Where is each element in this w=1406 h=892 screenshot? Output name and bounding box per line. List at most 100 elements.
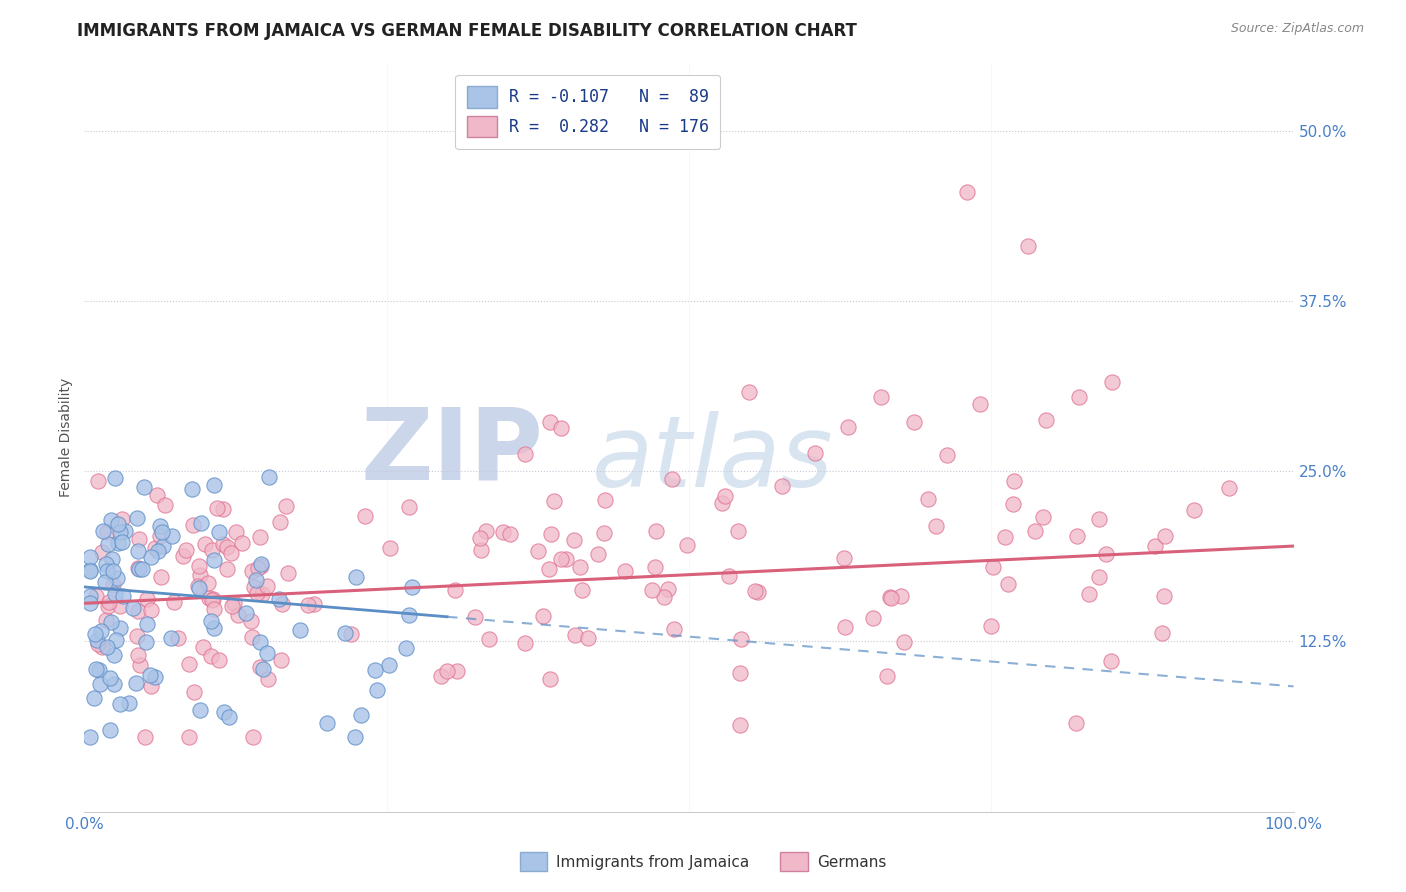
Point (134, 730, 156, 744)
Point (269, 515, 291, 529)
Point (187, 578, 209, 592)
Point (114, 524, 136, 538)
Point (804, 445, 827, 459)
Point (527, 544, 550, 558)
Point (339, 626, 361, 640)
Point (464, 609, 486, 624)
Point (208, 653, 231, 667)
Point (96, 640, 118, 654)
Point (108, 599, 131, 613)
Point (221, 546, 243, 560)
Point (89, 663, 111, 677)
Point (593, 526, 616, 541)
Point (200, 542, 222, 557)
Point (79, 589, 101, 603)
Point (711, 496, 734, 510)
Point (718, 569, 741, 583)
Point (657, 582, 679, 597)
Point (274, 499, 297, 513)
Point (118, 696, 141, 710)
Point (1035, 413, 1057, 427)
Point (270, 653, 292, 667)
Point (136, 592, 159, 607)
Point (198, 591, 221, 606)
Point (200, 614, 222, 628)
Point (79, 596, 101, 610)
Point (240, 614, 263, 628)
Y-axis label: Female Disability: Female Disability (59, 377, 73, 497)
Point (125, 510, 148, 524)
Point (470, 542, 492, 557)
Point (96, 537, 118, 551)
Point (1024, 524, 1046, 538)
Point (249, 530, 271, 544)
Point (190, 516, 212, 530)
Point (277, 566, 299, 581)
Point (138, 668, 160, 682)
Point (661, 472, 683, 486)
Point (569, 560, 592, 574)
Point (564, 628, 586, 642)
Point (149, 570, 172, 584)
Point (181, 517, 204, 532)
Point (150, 524, 173, 539)
Point (538, 415, 561, 429)
Point (177, 657, 200, 671)
Point (1017, 239, 1039, 253)
Point (834, 620, 856, 634)
Point (131, 561, 153, 575)
Point (107, 516, 129, 531)
Point (104, 632, 127, 647)
Legend: Immigrants from Jamaica, Germans: Immigrants from Jamaica, Germans (513, 847, 893, 877)
Point (111, 535, 134, 549)
Point (103, 564, 125, 578)
Point (187, 581, 209, 595)
Point (738, 384, 761, 399)
Point (100, 615, 122, 629)
Point (586, 547, 609, 561)
Point (1032, 509, 1054, 524)
Point (79, 564, 101, 578)
Point (870, 390, 893, 404)
Point (202, 621, 225, 635)
Point (107, 536, 129, 550)
Point (86, 632, 108, 647)
Point (143, 670, 166, 684)
Point (200, 649, 222, 664)
Point (180, 483, 202, 497)
Point (159, 632, 181, 646)
Point (515, 635, 537, 649)
Point (879, 590, 901, 604)
Point (1095, 547, 1118, 561)
Point (354, 508, 377, 523)
Point (246, 585, 269, 599)
Point (344, 570, 367, 584)
Point (252, 662, 274, 676)
Point (876, 669, 898, 683)
Point (245, 573, 267, 587)
Point (728, 718, 751, 732)
Point (576, 631, 599, 645)
Point (1088, 570, 1111, 584)
Point (333, 625, 356, 640)
Point (903, 415, 925, 429)
Point (222, 595, 245, 609)
Point (96, 613, 118, 627)
Point (641, 582, 664, 597)
Point (1088, 512, 1111, 526)
Point (105, 571, 128, 585)
Point (135, 635, 157, 649)
Point (202, 477, 225, 491)
Point (252, 587, 274, 601)
Point (540, 527, 562, 541)
Point (770, 478, 793, 492)
Point (128, 533, 150, 547)
Point (96, 524, 118, 539)
Point (172, 549, 194, 563)
Point (270, 597, 292, 611)
Point (730, 632, 752, 647)
Point (101, 578, 124, 592)
Point (202, 602, 225, 616)
Point (146, 543, 169, 558)
Point (1069, 390, 1091, 404)
